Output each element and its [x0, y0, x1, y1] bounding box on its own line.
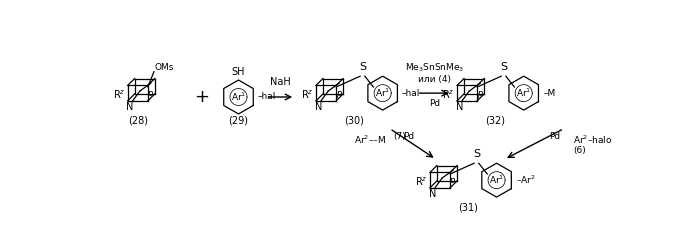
Text: NaH: NaH [270, 77, 291, 87]
Text: Pd: Pd [549, 132, 560, 141]
Text: N: N [428, 188, 436, 198]
Text: (28): (28) [128, 115, 147, 125]
Text: S: S [359, 62, 366, 72]
Text: R$^z$: R$^z$ [442, 88, 455, 101]
Text: Ar$^2$–halo: Ar$^2$–halo [573, 134, 613, 146]
Text: (7): (7) [394, 132, 406, 141]
Text: N: N [127, 102, 134, 112]
Text: Ar$^1$: Ar$^1$ [489, 174, 504, 186]
Text: N: N [315, 102, 322, 112]
Text: p: p [449, 176, 455, 185]
Text: –hal: –hal [402, 89, 420, 98]
Text: или (4): или (4) [418, 75, 451, 84]
Text: –hal: –hal [258, 92, 276, 102]
Text: +: + [194, 88, 210, 106]
Text: Pd: Pd [428, 99, 440, 108]
Text: Ar$^1$: Ar$^1$ [516, 87, 531, 99]
Text: S: S [473, 148, 480, 158]
Text: R$^z$: R$^z$ [415, 176, 428, 188]
Text: –Ar$^2$: –Ar$^2$ [516, 174, 536, 186]
Text: Ar$^1$: Ar$^1$ [231, 91, 246, 103]
Text: Pd: Pd [403, 132, 415, 141]
Text: N: N [456, 102, 463, 112]
Text: p: p [477, 89, 482, 98]
Text: R$^z$: R$^z$ [113, 88, 125, 101]
Text: (30): (30) [345, 115, 364, 125]
Text: OMs: OMs [154, 62, 174, 72]
Text: Ar$^1$: Ar$^1$ [375, 87, 390, 99]
Text: p: p [147, 89, 152, 98]
Text: S: S [500, 62, 507, 72]
Text: (31): (31) [459, 202, 478, 212]
Text: p: p [336, 89, 341, 98]
Text: (32): (32) [485, 115, 505, 125]
Text: (29): (29) [229, 115, 249, 125]
Text: SH: SH [232, 67, 245, 77]
Text: Me$_3$SnSnMe$_3$: Me$_3$SnSnMe$_3$ [405, 62, 464, 74]
Text: Ar$^2$––M: Ar$^2$––M [354, 134, 386, 146]
Text: –M: –M [543, 89, 555, 98]
Text: R$^z$: R$^z$ [301, 88, 314, 101]
Text: (6): (6) [573, 146, 586, 154]
